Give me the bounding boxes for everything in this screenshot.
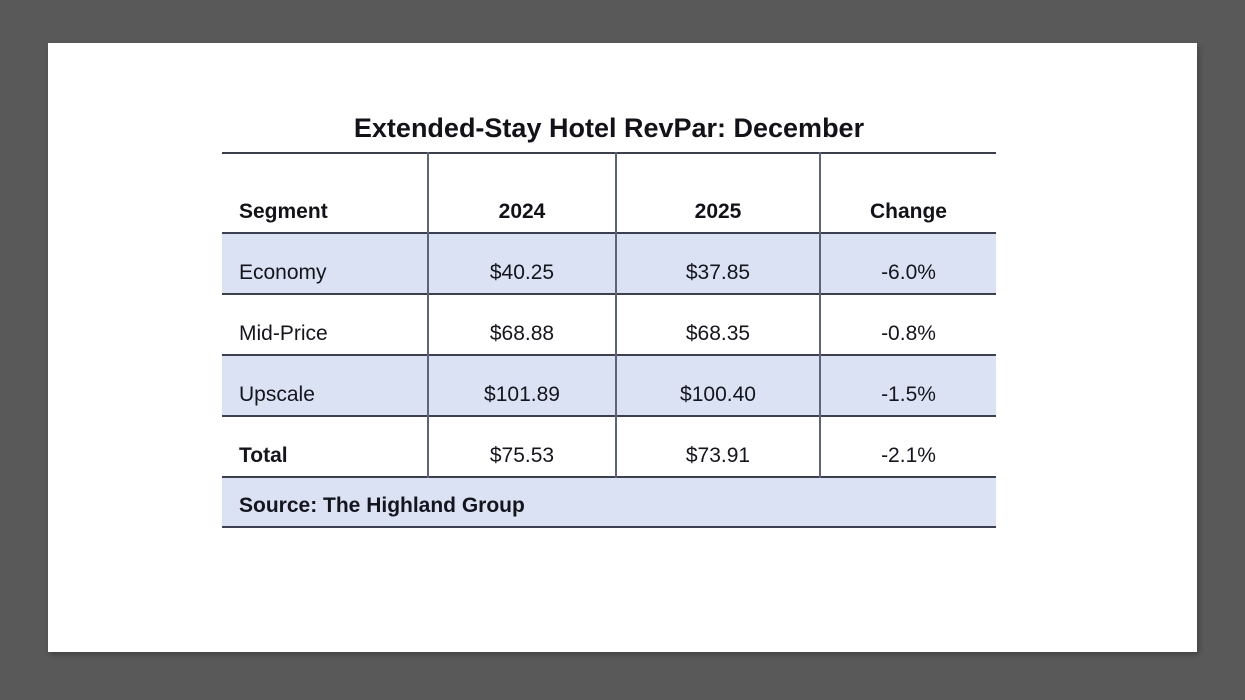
value-cell-2025: $73.91: [616, 416, 821, 477]
value-cell-2024: $101.89: [428, 355, 617, 416]
value-cell-2025: $68.35: [616, 294, 821, 355]
value-cell-2025: $100.40: [616, 355, 821, 416]
column-header-2025: 2025: [616, 153, 821, 233]
value-cell-2024: $68.88: [428, 294, 617, 355]
source-text: Source: The Highland Group: [239, 494, 525, 517]
segment-cell: Mid-Price: [222, 294, 429, 355]
segment-cell: Economy: [222, 233, 429, 294]
value-cell-2024: $40.25: [428, 233, 617, 294]
change-cell: -0.8%: [881, 322, 936, 345]
column-header-segment: Segment: [222, 153, 429, 233]
segment-cell: Upscale: [222, 355, 429, 416]
slide-page: Extended-Stay Hotel RevPar: December Seg…: [48, 43, 1197, 652]
value-cell-2025: $37.85: [616, 233, 821, 294]
change-cell: -6.0%: [881, 261, 936, 284]
value-cell-2024: $75.53: [428, 416, 617, 477]
table-row-upscale: Upscale $101.89 $100.40 -1.5%: [222, 355, 996, 416]
table-row-total: Total $75.53 $73.91 -2.1%: [222, 416, 996, 477]
revpar-table: Segment 2024 2025 Change Economy $40.25 …: [222, 152, 996, 528]
source-row: Source: The Highland Group: [222, 477, 996, 527]
table-title: Extended-Stay Hotel RevPar: December: [353, 113, 865, 143]
header-row: Segment 2024 2025 Change: [222, 153, 996, 233]
table-row-economy: Economy $40.25 $37.85 -6.0%: [222, 233, 996, 294]
change-cell: -2.1%: [881, 444, 936, 467]
table-row-mid-price: Mid-Price $68.88 $68.35 -0.8%: [222, 294, 996, 355]
segment-cell-total: Total: [222, 416, 429, 477]
column-header-2024: 2024: [428, 153, 617, 233]
column-header-change: Change: [869, 200, 947, 223]
change-cell: -1.5%: [881, 383, 936, 406]
